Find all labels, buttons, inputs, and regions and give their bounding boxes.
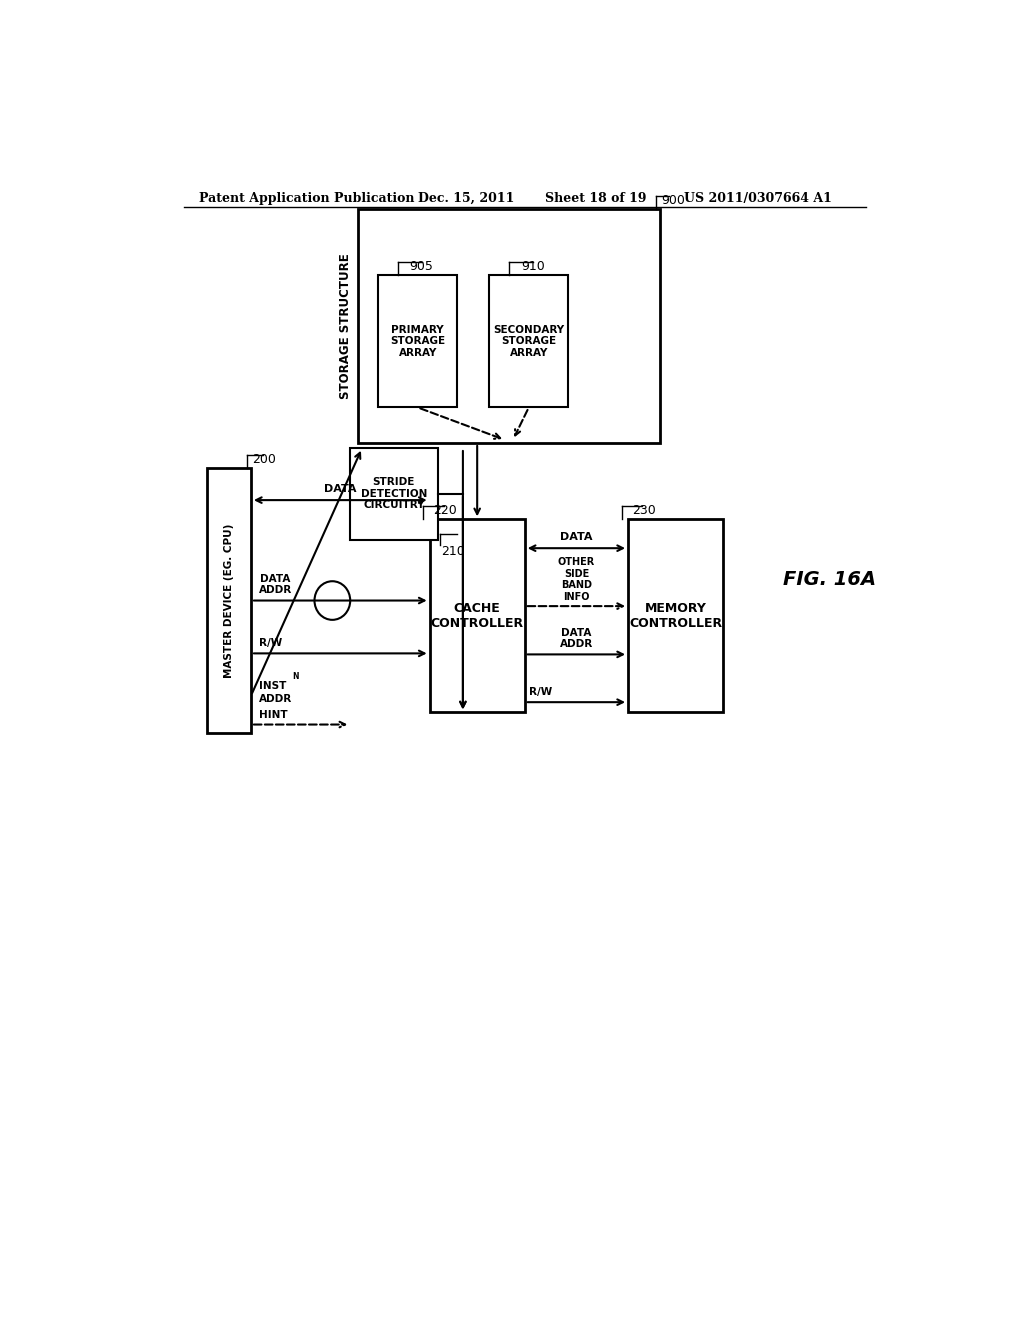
Bar (350, 447, 437, 540)
Text: Patent Application Publication: Patent Application Publication (200, 191, 415, 205)
Bar (430, 519, 525, 713)
Text: Dec. 15, 2011: Dec. 15, 2011 (418, 191, 514, 205)
Bar (207, 469, 251, 733)
Text: ADDR: ADDR (259, 694, 292, 704)
Text: N: N (292, 672, 299, 681)
Text: US 2011/0307664 A1: US 2011/0307664 A1 (684, 191, 831, 205)
Text: DATA
ADDR: DATA ADDR (560, 628, 593, 649)
Text: 200: 200 (253, 453, 276, 466)
Text: 905: 905 (410, 260, 433, 273)
Text: CACHE
CONTROLLER: CACHE CONTROLLER (431, 602, 523, 630)
Text: FIG. 16A: FIG. 16A (782, 570, 876, 589)
Text: 900: 900 (662, 194, 685, 207)
Text: R/W: R/W (528, 688, 552, 697)
Text: DATA: DATA (560, 532, 593, 543)
Text: Sheet 18 of 19: Sheet 18 of 19 (545, 191, 646, 205)
Bar (358, 210, 659, 444)
Text: 910: 910 (521, 260, 545, 273)
Text: DATA
ADDR: DATA ADDR (259, 574, 292, 595)
Text: STRIDE
DETECTION
CIRCUITRY: STRIDE DETECTION CIRCUITRY (360, 478, 427, 511)
Text: 220: 220 (433, 504, 458, 517)
Text: DATA: DATA (324, 484, 356, 494)
Text: STORAGE STRUCTURE: STORAGE STRUCTURE (339, 253, 352, 399)
Text: PRIMARY
STORAGE
ARRAY: PRIMARY STORAGE ARRAY (390, 325, 445, 358)
Text: SECONDARY
STORAGE
ARRAY: SECONDARY STORAGE ARRAY (494, 325, 564, 358)
Ellipse shape (314, 581, 350, 620)
Text: MASTER DEVICE (EG. CPU): MASTER DEVICE (EG. CPU) (224, 523, 234, 677)
Bar (489, 276, 568, 408)
Text: OTHER
SIDE
BAND
INFO: OTHER SIDE BAND INFO (558, 557, 595, 602)
Text: MEMORY
CONTROLLER: MEMORY CONTROLLER (629, 602, 722, 630)
Bar (628, 519, 723, 713)
Bar (378, 276, 458, 408)
Text: 210: 210 (441, 545, 465, 557)
Text: R/W: R/W (259, 639, 283, 648)
Text: 230: 230 (632, 504, 655, 517)
Text: HINT: HINT (259, 710, 288, 721)
Text: INST: INST (259, 681, 287, 690)
